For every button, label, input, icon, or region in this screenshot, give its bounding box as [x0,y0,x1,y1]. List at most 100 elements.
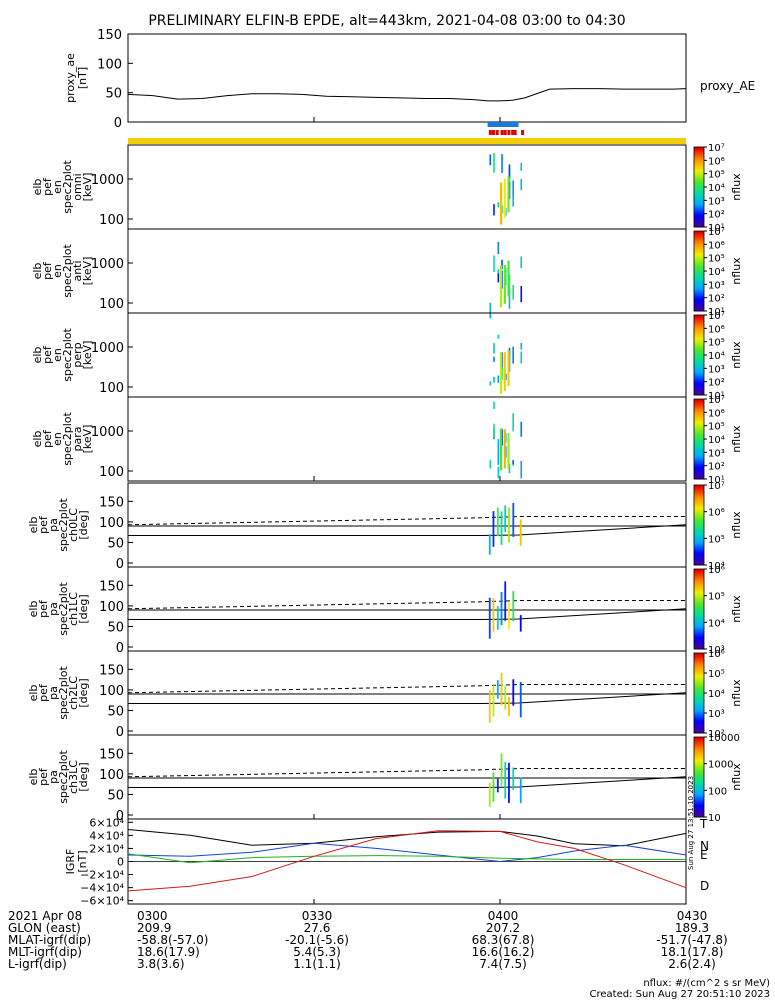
pitch-panel-1-ylabel-line: elb [27,601,40,618]
red-tick-mark [513,130,517,135]
energy-panel-0-colorbar-label: nflux [730,173,743,201]
loss-cone-line [128,776,687,788]
pitch-panel-3-colorbar-color-step [694,739,704,742]
energy-panel-0-colorbar-color-step [694,183,704,186]
spectrogram-streak [493,423,495,438]
igrf-ytick-label: 0 [117,856,124,869]
pitch-panel-0-colorbar-color-step [694,529,704,532]
pitch-panel-ytick-label: 150 [99,579,124,594]
orbit-table-row-label: L-igrf(dip) [8,957,67,971]
energy-panel-1-colorbar-color-step [694,291,704,294]
pitch-panel-2-colorbar-color-step [694,709,704,712]
energy-panel-1-ylabel-line: en [51,264,64,278]
pitch-panel-0-colorbar-color-step [694,509,704,512]
orbit-table-value: -51.7(-47.8) [656,933,727,947]
pitch-panel-1-colorbar-color-step [694,637,704,640]
pitch-panel-ytick-label: 150 [99,663,124,678]
proxy-ae-ylabel-line: proxy_ae [64,53,77,103]
pitch-panel-1-colorbar-color-step [694,569,704,572]
energy-panel-1-colorbar-color-step [694,281,704,284]
pitch-panel-ytick-label: 100 [99,768,124,783]
pitch-panel-3-colorbar-color-step [694,747,704,750]
energy-panel-2-colorbar-color-step [694,389,704,392]
orbit-table-value: 18.1(17.8) [661,945,724,959]
energy-panel-0-colorbar-color-step [694,175,704,178]
pitch-panel-1-colorbar-color-step [694,577,704,580]
energy-panel-2-colorbar-color-step [694,325,704,328]
energy-panel-2-colorbar-color-step [694,361,704,364]
energy-panel-3-colorbar-color-step [694,469,704,472]
energy-panel-3-colorbar-color-step [694,443,704,446]
pitch-panel-2-colorbar-color-step [694,711,704,714]
pitch-panel-0-colorbar-color-step [694,549,704,552]
pitch-panel-3-ylabel-line: ch3LC [67,760,80,794]
pitch-panel-0-colorbar-color-step [694,547,704,550]
energy-panel-3-colorbar-color-step [694,453,704,456]
energy-panel-3-colorbar-color-step [694,401,704,404]
pitch-panel-1-colorbar-color-step [694,607,704,610]
energy-panel-2-colorbar-color-step [694,383,704,386]
pitch-streak [496,778,499,793]
pitch-panel-2-colorbar-color-step [694,675,704,678]
energy-panel-2-colorbar-color-step [694,363,704,366]
pitch-panel-3-colorbar-color-step [694,811,704,814]
pitch-panel-2-ylabel-line: elb [27,685,40,702]
pitch-panel-3-colorbar-color-step [694,799,704,802]
pitch-panel-0-colorbar-label: nflux [730,511,743,539]
energy-panel-3-colorbar-color-step [694,399,704,402]
energy-panel-1-colorbar-tick-label: 10⁵ [708,254,725,265]
pitch-panel-1-ylabel-line: ch1LC [67,592,80,626]
igrf-ytick-label: 6×10⁴ [89,816,124,829]
pitch-panel-2-frame [127,650,687,736]
pitch-panel-1-colorbar-color-step [694,585,704,588]
pitch-panel-0-ylabel-line: pa [47,518,60,532]
energy-panel-1-colorbar-tick-label: 10⁶ [708,240,725,251]
spectrogram-streak [493,255,495,273]
energy-panel-3-colorbar-color-step [694,471,704,474]
time-axis-tick-label: 0430 [677,909,708,923]
energy-panel-3-colorbar-color-step [694,419,704,422]
orbit-table-header: 2021 Apr 08 [8,909,82,923]
pitch-panel-1-colorbar-tick-label: 10⁵ [708,592,725,603]
energy-panel-3-colorbar-tick-label: 10⁷ [708,395,725,406]
pitch-panel-3-ylabel-line: spec2plot [57,750,70,804]
orbit-table-value: 3.8(3.6) [137,957,185,971]
energy-panel-2-ylabel-line: [keV] [81,341,94,370]
pitch-panel-1-colorbar-color-step [694,623,704,626]
igrf-timestamp: Sun Aug 27 13:51:10 2023 [687,776,695,870]
spectrogram-streak [520,256,523,268]
spectrogram-streak [503,178,506,218]
energy-panel-0-colorbar-color-step [694,197,704,200]
energy-panel-1-colorbar-color-step [694,243,704,246]
energy-panel-ytick-label: 100 [99,297,124,312]
energy-panel-ytick-label: 100 [99,213,124,228]
pitch-panel-ytick-label: 50 [107,620,124,635]
pitch-panel-1-colorbar-color-step [694,579,704,582]
energy-panel-2-colorbar-tick-label: 10⁷ [708,311,725,322]
pitch-panel-0-colorbar-color-step [694,551,704,554]
spectrogram-streak [497,334,500,339]
pitch-panel-3-colorbar-color-step [694,795,704,798]
energy-panel-ytick-label: 100 [99,381,124,396]
red-tick-mark [491,130,495,135]
pitch-panel-2-colorbar-color-step [694,725,704,728]
spectrogram-streak [507,350,510,387]
pitch-streak [504,762,507,799]
pitch-panel-3-colorbar-color-step [694,793,704,796]
pitch-panel-0-colorbar-color-step [694,545,704,548]
energy-panel-2-colorbar-color-step [694,319,704,322]
pitch-panel-3-colorbar-color-step [694,781,704,784]
energy-panel-3-colorbar-color-step [694,413,704,416]
orbit-table-value: 189.3 [675,921,709,935]
pitch-panel-3-colorbar-color-step [694,779,704,782]
energy-panel-0-ylabel-line: spec2plot [61,160,74,214]
pitch-panel-1-colorbar-color-step [694,619,704,622]
energy-panel-2-colorbar-tick-label: 10³ [708,364,725,375]
energy-panel-0-colorbar-color-step [694,159,704,162]
energy-panel-0-colorbar-color-step [694,223,704,226]
energy-panel-1-colorbar-color-step [694,305,704,308]
energy-panel-ytick-label: 1000 [91,425,124,440]
pitch-panel-3-colorbar-color-step [694,763,704,766]
energy-panel-2-colorbar-color-step [694,341,704,344]
pitch-panel-0-ylabel-line: spec2plot [57,498,70,552]
